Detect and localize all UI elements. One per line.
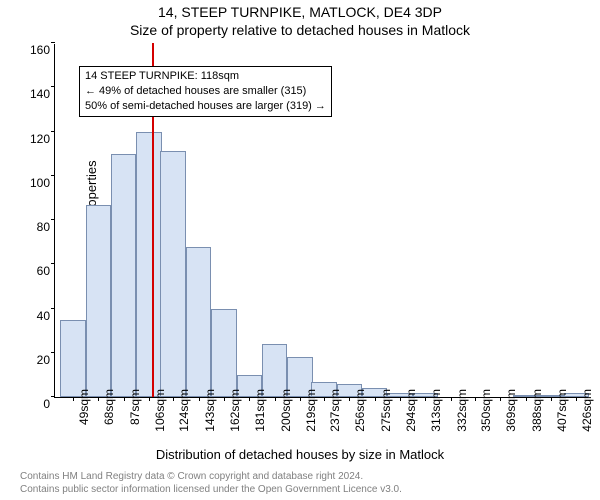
x-tick: 106sqm <box>153 389 167 432</box>
x-tick-mark <box>551 397 552 401</box>
x-tick-mark <box>400 397 401 401</box>
y-tick-mark <box>51 396 55 397</box>
annotation-box: 14 STEEP TURNPIKE: 118sqm ← 49% of detac… <box>79 66 332 117</box>
x-tick-mark <box>199 397 200 401</box>
footer-line2: Contains public sector information licen… <box>20 483 580 496</box>
y-tick-mark <box>51 219 55 220</box>
y-tick-mark <box>51 42 55 43</box>
x-tick: 124sqm <box>177 389 191 432</box>
x-tick: 407sqm <box>555 389 569 432</box>
y-tick-mark <box>51 352 55 353</box>
x-tick-mark <box>349 397 350 401</box>
x-tick-mark <box>375 397 376 401</box>
x-tick: 369sqm <box>504 389 518 432</box>
x-tick-mark <box>249 397 250 401</box>
x-tick-mark <box>124 397 125 401</box>
x-tick-mark <box>425 397 426 401</box>
y-tick: 40 <box>20 309 50 323</box>
y-tick: 0 <box>20 397 50 411</box>
x-tick: 256sqm <box>353 389 367 432</box>
y-tick: 140 <box>20 87 50 101</box>
footer-line1: Contains HM Land Registry data © Crown c… <box>20 470 580 483</box>
footer-attribution: Contains HM Land Registry data © Crown c… <box>20 470 580 496</box>
histogram-bar <box>186 247 211 397</box>
y-tick: 20 <box>20 353 50 367</box>
x-tick-mark <box>526 397 527 401</box>
x-tick-mark <box>98 397 99 401</box>
histogram-bar <box>160 151 185 397</box>
x-tick-mark <box>275 397 276 401</box>
x-tick: 426sqm <box>580 389 594 432</box>
page-title-address: 14, STEEP TURNPIKE, MATLOCK, DE4 3DP <box>0 4 600 20</box>
x-tick: 87sqm <box>128 389 142 425</box>
y-tick: 60 <box>20 264 50 278</box>
histogram-chart: 02040608010012014016049sqm68sqm87sqm106s… <box>54 44 588 398</box>
x-tick: 388sqm <box>530 389 544 432</box>
x-tick: 219sqm <box>304 389 318 432</box>
y-tick-mark <box>51 86 55 87</box>
x-tick-mark <box>451 397 452 401</box>
x-tick: 313sqm <box>429 389 443 432</box>
histogram-bar <box>86 205 111 397</box>
histogram-bar <box>136 132 161 398</box>
annot-line1: 14 STEEP TURNPIKE: 118sqm <box>85 69 326 84</box>
histogram-bar <box>111 154 136 397</box>
x-tick: 332sqm <box>455 389 469 432</box>
x-tick: 162sqm <box>228 389 242 432</box>
x-tick-mark <box>224 397 225 401</box>
x-tick-mark <box>324 397 325 401</box>
y-tick-mark <box>51 263 55 264</box>
x-tick: 294sqm <box>404 389 418 432</box>
y-tick: 120 <box>20 132 50 146</box>
x-tick-mark <box>576 397 577 401</box>
plot-area: 02040608010012014016049sqm68sqm87sqm106s… <box>54 44 588 398</box>
x-tick-mark <box>149 397 150 401</box>
x-tick-mark <box>475 397 476 401</box>
y-tick: 80 <box>20 220 50 234</box>
histogram-bar <box>60 320 85 397</box>
x-tick-mark <box>500 397 501 401</box>
x-tick: 181sqm <box>253 389 267 432</box>
x-tick-mark <box>300 397 301 401</box>
x-tick: 143sqm <box>203 389 217 432</box>
x-tick: 68sqm <box>102 389 116 425</box>
x-tick-mark <box>173 397 174 401</box>
x-tick: 275sqm <box>379 389 393 432</box>
x-tick: 200sqm <box>279 389 293 432</box>
y-tick-mark <box>51 175 55 176</box>
page-title-desc: Size of property relative to detached ho… <box>0 22 600 38</box>
y-tick-mark <box>51 308 55 309</box>
x-tick-mark <box>73 397 74 401</box>
annot-line2: ← 49% of detached houses are smaller (31… <box>85 84 326 99</box>
y-tick: 160 <box>20 43 50 57</box>
y-tick: 100 <box>20 176 50 190</box>
y-tick-mark <box>51 131 55 132</box>
histogram-bar <box>211 309 236 398</box>
x-axis-label: Distribution of detached houses by size … <box>0 447 600 462</box>
annot-line3: 50% of semi-detached houses are larger (… <box>85 99 326 114</box>
x-tick: 237sqm <box>328 389 342 432</box>
x-tick: 49sqm <box>77 389 91 425</box>
x-tick: 350sqm <box>479 389 493 432</box>
